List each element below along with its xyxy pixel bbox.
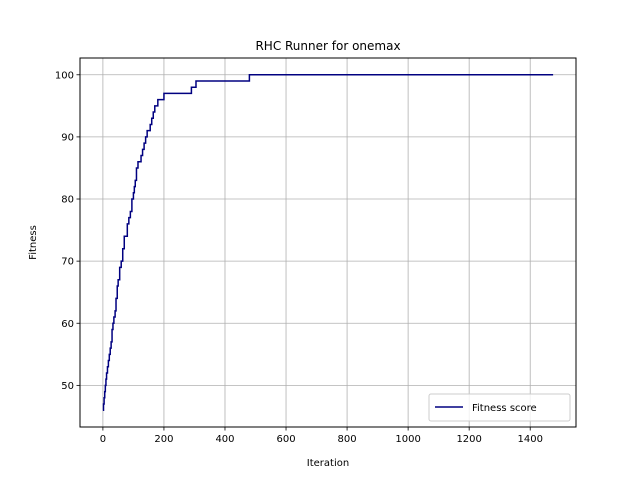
x-tick-label: 1000 [395, 434, 420, 445]
fitness-score-line [102, 74, 554, 411]
x-tick-label: 1200 [456, 434, 481, 445]
y-tick-label: 60 [61, 319, 74, 330]
x-tick-label: 600 [276, 434, 295, 445]
series-lines [102, 74, 554, 411]
y-tick-label: 100 [55, 70, 74, 81]
chart-title: RHC Runner for onemax [255, 39, 400, 53]
y-axis-title: Fitness [28, 225, 39, 260]
legend: Fitness score [428, 393, 571, 422]
x-tick-label: 200 [154, 434, 173, 445]
x-tick-label: 0 [100, 434, 106, 445]
y-tick-label: 90 [61, 132, 74, 143]
ticks: 0 200 400 600 800 1000 1200 1400 50 60 70 80 90 100 [55, 70, 543, 445]
y-tick-label: 70 [61, 257, 74, 268]
x-axis-title: Iteration [307, 458, 349, 469]
y-tick-label: 80 [61, 195, 74, 206]
y-tick-label: 50 [61, 381, 74, 392]
plot-frame [79, 57, 577, 428]
legend-box [428, 393, 571, 422]
x-tick-label: 1400 [517, 434, 542, 445]
x-tick-label: 400 [215, 434, 234, 445]
legend-label: Fitness score [472, 403, 537, 414]
x-tick-label: 800 [338, 434, 357, 445]
